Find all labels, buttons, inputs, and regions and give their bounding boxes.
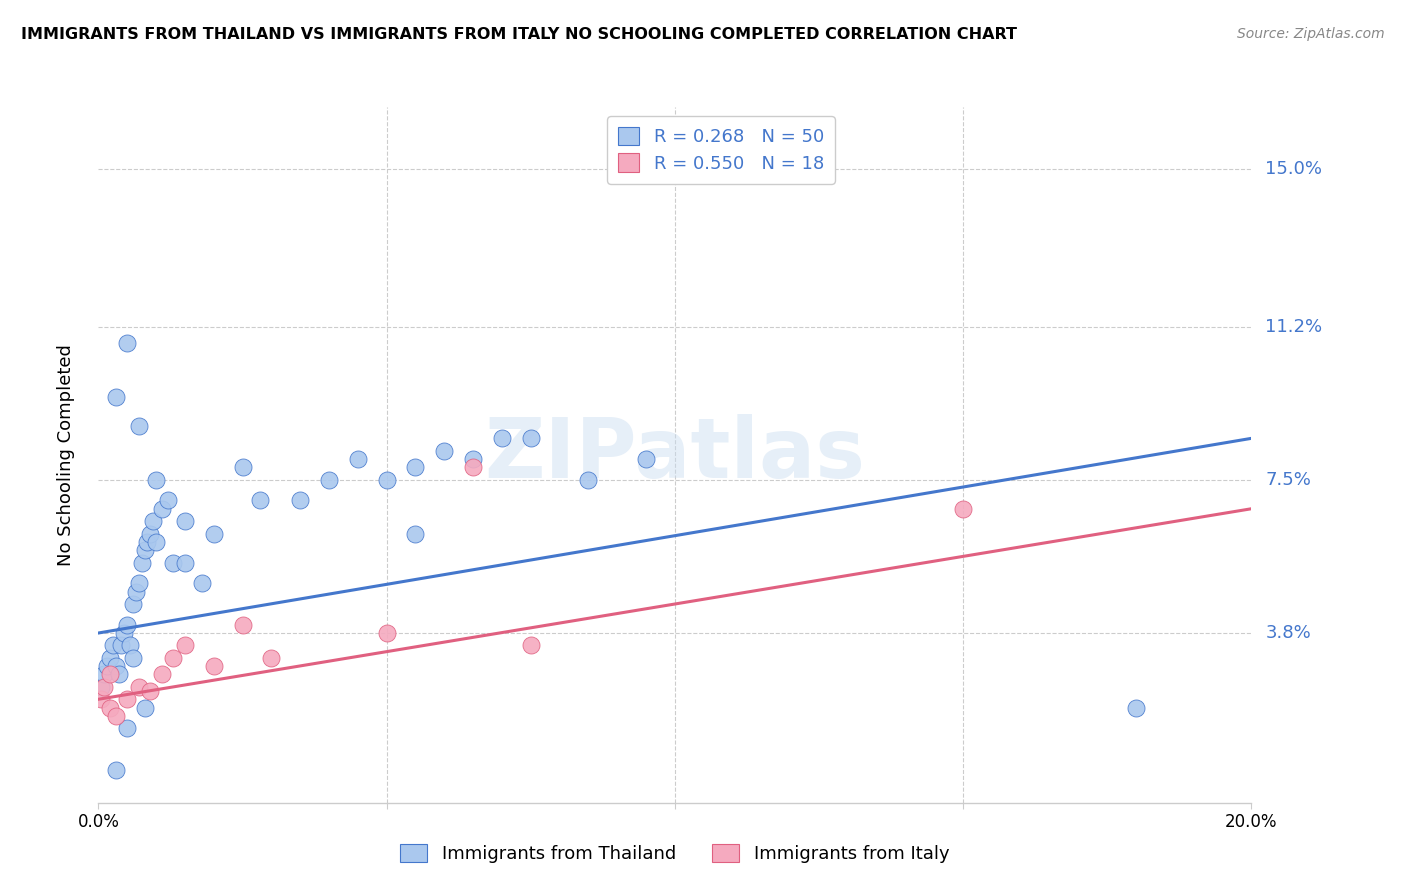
Point [104, 390, 127, 404]
Point [290, 493, 312, 508]
Legend: Immigrants from Thailand, Immigrants from Italy: Immigrants from Thailand, Immigrants fro… [394, 837, 956, 871]
Point [520, 431, 543, 445]
Text: 3.8%: 3.8% [1265, 624, 1312, 642]
Point [231, 460, 254, 475]
Point [122, 597, 145, 611]
Point [117, 336, 138, 351]
Point [576, 473, 599, 487]
Point [461, 460, 484, 475]
Y-axis label: No Schooling Completed: No Schooling Completed [56, 344, 75, 566]
Point [98, 667, 121, 681]
Point [90, 680, 112, 694]
Text: IMMIGRANTS FROM THAILAND VS IMMIGRANTS FROM ITALY NO SCHOOLING COMPLETED CORRELA: IMMIGRANTS FROM THAILAND VS IMMIGRANTS F… [21, 27, 1017, 42]
Point [120, 639, 142, 653]
Point [162, 556, 184, 570]
Point [93, 667, 115, 681]
Point [142, 514, 165, 528]
Point [952, 501, 974, 516]
Point [139, 526, 162, 541]
Point [156, 493, 179, 508]
Point [110, 639, 132, 653]
Point [128, 418, 150, 433]
Point [104, 659, 127, 673]
Point [162, 651, 184, 665]
Point [98, 651, 121, 665]
Point [107, 667, 129, 681]
Point [260, 651, 283, 665]
Point [174, 556, 197, 570]
Point [145, 473, 167, 487]
Point [202, 659, 225, 673]
Point [139, 684, 162, 698]
Point [117, 721, 138, 735]
Point [122, 651, 145, 665]
Point [318, 473, 340, 487]
Point [433, 443, 456, 458]
Point [191, 576, 214, 591]
Point [231, 617, 254, 632]
Point [93, 680, 115, 694]
Point [174, 639, 197, 653]
Point [461, 452, 484, 467]
Text: 11.2%: 11.2% [1265, 318, 1323, 335]
Point [150, 501, 173, 516]
Point [375, 473, 398, 487]
Point [104, 708, 127, 723]
Point [174, 514, 197, 528]
Point [1125, 700, 1147, 714]
Text: ZIPatlas: ZIPatlas [485, 415, 865, 495]
Point [405, 460, 427, 475]
Text: Source: ZipAtlas.com: Source: ZipAtlas.com [1237, 27, 1385, 41]
Point [128, 576, 150, 591]
Point [346, 452, 368, 467]
Point [150, 667, 173, 681]
Point [491, 431, 513, 445]
Point [375, 626, 398, 640]
Point [202, 526, 225, 541]
Point [131, 556, 153, 570]
Point [128, 680, 150, 694]
Point [98, 700, 121, 714]
Point [136, 534, 159, 549]
Point [112, 626, 135, 640]
Point [520, 639, 543, 653]
Point [249, 493, 271, 508]
Point [90, 692, 112, 706]
Point [117, 692, 138, 706]
Point [636, 452, 658, 467]
Point [117, 617, 138, 632]
Text: 7.5%: 7.5% [1265, 471, 1312, 489]
Point [405, 526, 427, 541]
Text: 15.0%: 15.0% [1265, 161, 1323, 178]
Point [96, 659, 118, 673]
Point [134, 543, 156, 558]
Point [125, 584, 148, 599]
Point [134, 700, 156, 714]
Point [145, 534, 167, 549]
Point [101, 639, 124, 653]
Point [104, 763, 127, 777]
